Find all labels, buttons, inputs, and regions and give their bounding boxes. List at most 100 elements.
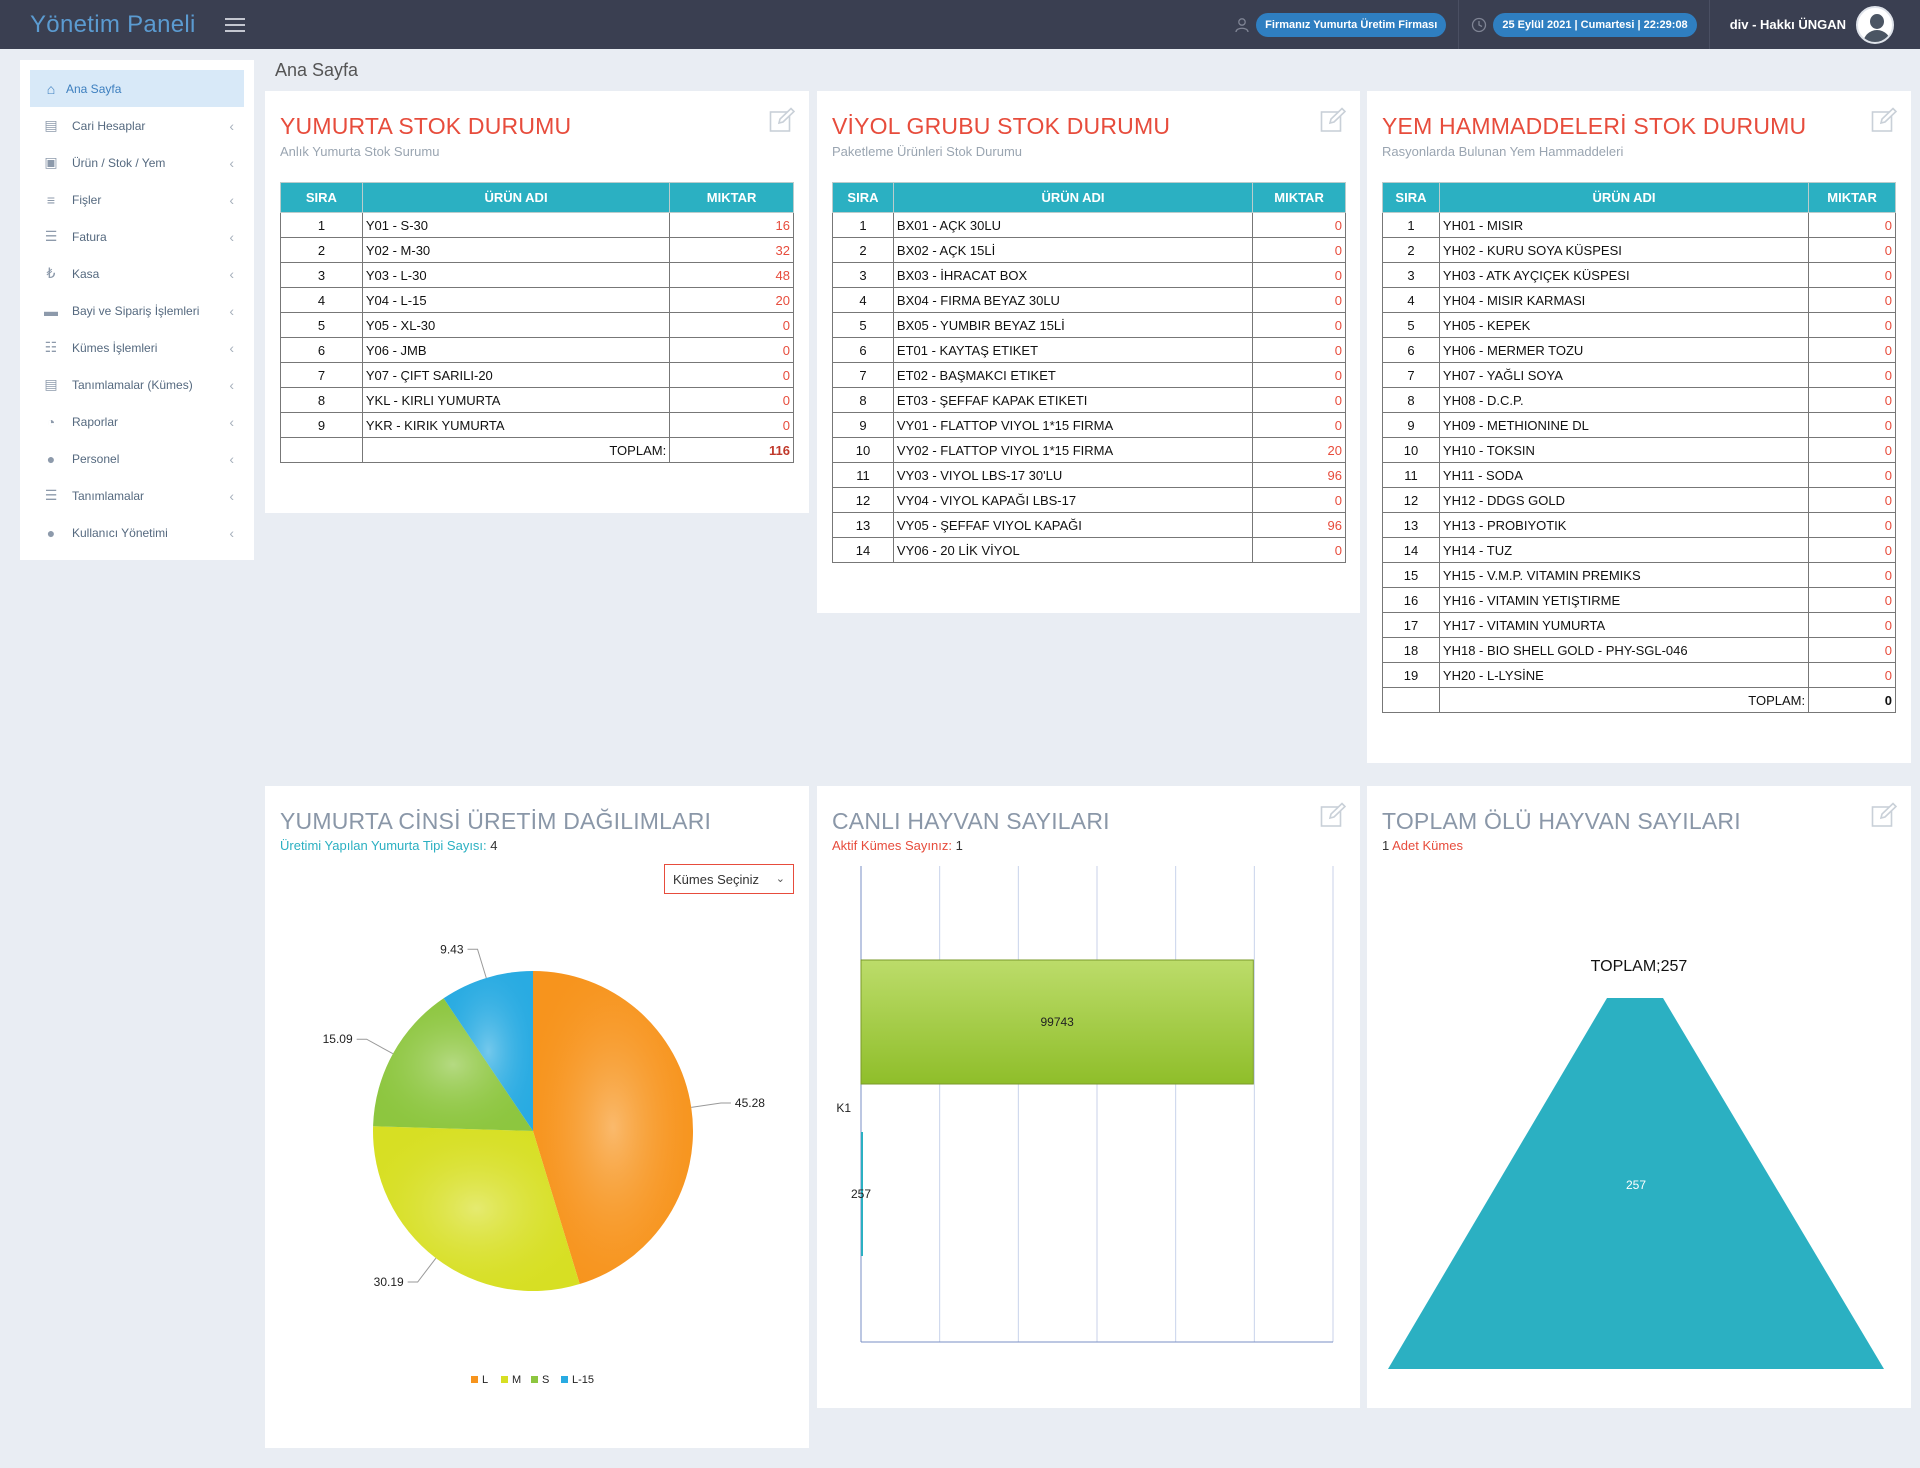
table-row[interactable]: 3 BX03 - İHRACAT BOX 0 [832, 262, 1346, 288]
table-row[interactable]: 19 YH20 - L-LYSİNE 0 [1382, 662, 1896, 688]
quantity: 0 [1252, 412, 1346, 438]
company-item[interactable]: Firmanız Yumurta Üretim Firması [1222, 0, 1458, 49]
sidebar-item-label: Ürün / Stok / Yem [72, 155, 166, 170]
quantity: 0 [669, 312, 794, 338]
table-row[interactable]: 4 Y04 - L-15 20 [280, 287, 794, 313]
table-row[interactable]: 2 Y02 - M-30 32 [280, 237, 794, 263]
table-row[interactable]: 15 YH15 - V.M.P. VITAMIN PREMIKS 0 [1382, 562, 1896, 588]
table-row[interactable]: 14 VY06 - 20 LİK VİYOL 0 [832, 537, 1346, 563]
sidebar-item-label: Cari Hesaplar [72, 118, 146, 133]
table-row[interactable]: 12 VY04 - VIYOL KAPAĞI LBS-17 0 [832, 487, 1346, 513]
edit-icon[interactable] [1320, 107, 1346, 133]
pie-label-leader [467, 948, 487, 979]
edit-icon[interactable] [1320, 802, 1346, 828]
edit-icon[interactable] [769, 107, 795, 133]
table-row[interactable]: 10 VY02 - FLATTOP VIYOL 1*15 FIRMA 20 [832, 437, 1346, 463]
table-row[interactable]: 17 YH17 - VITAMIN YUMURTA 0 [1382, 612, 1896, 638]
brand-title[interactable]: Yönetim Paneli [30, 10, 196, 38]
table-row[interactable]: 3 Y03 - L-30 48 [280, 262, 794, 288]
sidebar-item[interactable]: ▤ Cari Hesaplar ‹ [30, 107, 244, 144]
row-index: 10 [832, 437, 894, 463]
table-row[interactable]: 6 YH06 - MERMER TOZU 0 [1382, 337, 1896, 363]
row-index: 6 [832, 337, 894, 363]
sidebar-item[interactable]: ≡ Fişler ‹ [30, 181, 244, 218]
sidebar-item[interactable]: ☰ Fatura ‹ [30, 218, 244, 255]
sidebar-item-label: Fişler [72, 192, 102, 207]
sidebar-item[interactable]: ☰ Tanımlamalar ‹ [30, 477, 244, 514]
sidebar-item[interactable]: ◔ Raporlar ‹ [30, 403, 244, 440]
table-row[interactable]: 18 YH18 - BIO SHELL GOLD - PHY-SGL-046 0 [1382, 637, 1896, 663]
quantity: 16 [669, 212, 794, 238]
table-row[interactable]: 9 YKR - KIRIK YUMURTA 0 [280, 412, 794, 438]
table-row[interactable]: 7 ET02 - BAŞMAKCI ETIKET 0 [832, 362, 1346, 388]
funnel-chart: TOPLAM;257 257 [1388, 958, 1884, 1369]
legend-label: L-15 [572, 1374, 594, 1386]
product-name: YH14 - TUZ [1438, 537, 1810, 563]
datetime-item: 25 Eylül 2021 | Cumartesi | 22:29:08 [1458, 0, 1708, 49]
pie-data-label: 9.43 [440, 942, 464, 956]
sidebar-item[interactable]: ▬ Bayi ve Sipariş İşlemleri ‹ [30, 292, 244, 329]
table-row[interactable]: 11 VY03 - VIYOL LBS-17 30'LU 96 [832, 462, 1346, 488]
table-row[interactable]: 8 ET03 - ŞEFFAF KAPAK ETIKETI 0 [832, 387, 1346, 413]
table-row[interactable]: 5 YH05 - KEPEK 0 [1382, 312, 1896, 338]
database-icon: ≡ [46, 191, 56, 208]
sidebar-item-label: Tanımlamalar (Kümes) [72, 377, 193, 392]
product-name: ET03 - ŞEFFAF KAPAK ETIKETI [892, 387, 1254, 413]
total-value: 0 [1808, 687, 1896, 713]
bar-series-1[interactable] [860, 959, 1254, 1085]
product-name: YH12 - DDGS GOLD [1438, 487, 1810, 513]
sidebar-item[interactable]: ● Kullanıcı Yönetimi ‹ [30, 514, 244, 551]
user-menu[interactable]: div - Hakkı ÜNGAN [1708, 0, 1920, 49]
avatar[interactable] [1856, 5, 1894, 44]
table-row[interactable]: 4 YH04 - MISIR KARMASI 0 [1382, 287, 1896, 313]
sidebar-item[interactable]: ▣ Ürün / Stok / Yem ‹ [30, 144, 244, 181]
table-row[interactable]: 8 YH08 - D.C.P. 0 [1382, 387, 1896, 413]
funnel-data-label: 257 [1626, 1178, 1646, 1192]
table-row[interactable]: 13 YH13 - PROBIYOTIK 0 [1382, 512, 1896, 538]
product-name: BX01 - AÇK 30LU [892, 212, 1254, 238]
table-row[interactable]: 1 YH01 - MISIR 0 [1382, 212, 1896, 238]
table-row[interactable]: 2 BX02 - AÇK 15Lİ 0 [832, 237, 1346, 263]
user-icon: ● [46, 450, 56, 467]
row-index: 7 [280, 362, 363, 388]
sidebar-item[interactable]: ⌂ Ana Sayfa [30, 70, 244, 107]
pie-legend: L M S L-15 [471, 1374, 594, 1386]
coop-select[interactable]: Kümes Seçiniz ⌄ [664, 864, 794, 894]
bar-series-2[interactable] [861, 1132, 863, 1256]
row-index: 11 [1382, 462, 1440, 488]
table-row[interactable]: 12 YH12 - DDGS GOLD 0 [1382, 487, 1896, 513]
table-row[interactable]: 3 YH03 - ATK AYÇIÇEK KÜSPESI 0 [1382, 262, 1896, 288]
sidebar-item[interactable]: ₺ Kasa ‹ [30, 255, 244, 292]
table-row[interactable]: 4 BX04 - FIRMA BEYAZ 30LU 0 [832, 287, 1346, 313]
table-row[interactable]: 7 YH07 - YAĞLI SOYA 0 [1382, 362, 1896, 388]
table-row[interactable]: 11 YH11 - SODA 0 [1382, 462, 1896, 488]
edit-icon[interactable] [1871, 107, 1897, 133]
sidebar-item-label: Ana Sayfa [66, 81, 122, 96]
table-row[interactable]: 8 YKL - KIRLI YUMURTA 0 [280, 387, 794, 413]
table-row[interactable]: 6 ET01 - KAYTAŞ ETIKET 0 [832, 337, 1346, 363]
sidebar-item[interactable]: ● Personel ‹ [30, 440, 244, 477]
edit-icon[interactable] [1871, 802, 1897, 828]
sidebar-item[interactable]: ☷ Kümes İşlemleri ‹ [30, 329, 244, 366]
quantity: 0 [1808, 612, 1896, 638]
table-row[interactable]: 1 BX01 - AÇK 30LU 0 [832, 212, 1346, 238]
table-row[interactable]: 2 YH02 - KURU SOYA KÜSPESI 0 [1382, 237, 1896, 263]
menu-toggle-icon[interactable] [225, 17, 245, 32]
table-row[interactable]: 10 YH10 - TOKSIN 0 [1382, 437, 1896, 463]
sidebar-item[interactable]: ▤ Tanımlamalar (Kümes) ‹ [30, 366, 244, 403]
table-row[interactable]: 5 Y05 - XL-30 0 [280, 312, 794, 338]
table-row[interactable]: 1 Y01 - S-30 16 [280, 212, 794, 238]
row-index: 16 [1382, 587, 1440, 613]
table-row[interactable]: 5 BX05 - YUMBIR BEYAZ 15Lİ 0 [832, 312, 1346, 338]
product-name: YH03 - ATK AYÇIÇEK KÜSPESI [1438, 262, 1810, 288]
quantity: 0 [1808, 637, 1896, 663]
quantity: 20 [669, 287, 794, 313]
funnel-segment[interactable] [1388, 998, 1884, 1369]
table-row[interactable]: 9 YH09 - METHIONINE DL 0 [1382, 412, 1896, 438]
table-row[interactable]: 9 VY01 - FLATTOP VIYOL 1*15 FIRMA 0 [832, 412, 1346, 438]
table-row[interactable]: 16 YH16 - VITAMIN YETIŞTIRME 0 [1382, 587, 1896, 613]
table-row[interactable]: 6 Y06 - JMB 0 [280, 337, 794, 363]
table-row[interactable]: 13 VY05 - ŞEFFAF VIYOL KAPAĞI 96 [832, 512, 1346, 538]
table-row[interactable]: 7 Y07 - ÇIFT SARILI-20 0 [280, 362, 794, 388]
table-row[interactable]: 14 YH14 - TUZ 0 [1382, 537, 1896, 563]
